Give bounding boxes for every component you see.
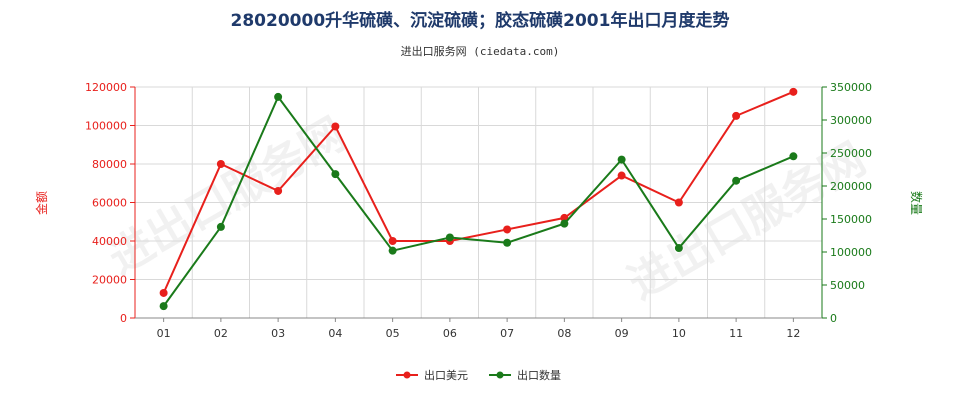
chart-title: 28020000升华硫磺、沉淀硫磺；胶态硫磺2001年出口月度走势 bbox=[231, 10, 730, 31]
y-left-tick-label: 20000 bbox=[92, 274, 127, 287]
data-point-series-2 bbox=[560, 219, 569, 228]
data-point-series-1 bbox=[216, 160, 225, 168]
y-left-tick-label: 0 bbox=[120, 312, 127, 325]
x-tick-label: 09 bbox=[615, 327, 629, 340]
data-point-series-1 bbox=[503, 225, 512, 234]
y-right-tick-label: 150000 bbox=[830, 213, 872, 226]
legend-label: 出口数量 bbox=[517, 368, 561, 382]
data-point-series-2 bbox=[674, 244, 683, 253]
x-tick-label: 05 bbox=[386, 327, 400, 340]
data-point-series-2 bbox=[388, 246, 397, 255]
series-line-1 bbox=[162, 90, 794, 294]
watermark-text-1: 进出口服务网 bbox=[100, 108, 354, 284]
x-tick-label: 06 bbox=[443, 327, 457, 340]
data-point-series-2 bbox=[216, 222, 225, 231]
y-left-tick-label: 120000 bbox=[85, 81, 127, 94]
legend-swatch-marker bbox=[403, 371, 411, 379]
y-right-tick-label: 250000 bbox=[830, 147, 872, 160]
x-tick-label: 10 bbox=[672, 327, 686, 340]
data-point-series-2 bbox=[274, 92, 283, 101]
data-point-series-2 bbox=[503, 238, 512, 247]
data-point-series-1 bbox=[732, 111, 741, 120]
data-point-series-2 bbox=[445, 233, 454, 242]
y-right-tick-label: 350000 bbox=[830, 81, 872, 94]
chart-subtitle: 进出口服务网 (ciedata.com) bbox=[401, 44, 560, 58]
x-tick-label: 04 bbox=[328, 327, 342, 340]
y-left-axis-title: 金额 bbox=[34, 191, 49, 215]
legend-label: 出口美元 bbox=[424, 368, 468, 382]
y-left-tick-label: 100000 bbox=[85, 120, 127, 133]
x-tick-label: 03 bbox=[271, 327, 285, 340]
data-point-series-1 bbox=[159, 288, 168, 297]
legend-swatch-marker bbox=[496, 371, 504, 379]
data-point-series-1 bbox=[388, 237, 397, 245]
data-point-series-2 bbox=[789, 152, 798, 161]
y-right-tick-label: 100000 bbox=[830, 246, 872, 259]
y-left-tick-label: 60000 bbox=[92, 197, 127, 210]
y-left-tick-label: 80000 bbox=[92, 158, 127, 171]
x-tick-label: 08 bbox=[557, 327, 571, 340]
y-right-axis-title: 数量 bbox=[909, 191, 924, 215]
legend: 出口美元 出口数量 bbox=[396, 368, 561, 382]
data-point-series-1 bbox=[789, 87, 798, 96]
y-right-tick-label: 200000 bbox=[830, 180, 872, 193]
y-right-tick-label: 300000 bbox=[830, 114, 872, 127]
data-point-series-1 bbox=[274, 186, 283, 195]
data-point-series-1 bbox=[674, 198, 683, 207]
data-point-series-2 bbox=[331, 170, 340, 179]
data-point-series-1 bbox=[331, 122, 340, 131]
x-tick-label: 02 bbox=[214, 327, 228, 340]
x-tick-label: 11 bbox=[729, 327, 743, 340]
series-line-2 bbox=[162, 94, 794, 307]
data-point-series-2 bbox=[732, 176, 741, 185]
data-point-series-2 bbox=[617, 155, 626, 164]
x-tick-label: 01 bbox=[157, 327, 171, 340]
x-tick-label: 12 bbox=[786, 327, 800, 340]
y-right-tick-label: 50000 bbox=[830, 279, 865, 292]
data-point-series-2 bbox=[159, 302, 168, 311]
x-tick-label: 07 bbox=[500, 327, 514, 340]
y-left-tick-label: 40000 bbox=[92, 235, 127, 248]
data-point-series-1 bbox=[617, 171, 626, 180]
plot-area: 0 20000 40000 60000 80000 100000 120000 0 50000 1… bbox=[85, 81, 872, 340]
y-right-tick-label: 0 bbox=[830, 312, 837, 325]
